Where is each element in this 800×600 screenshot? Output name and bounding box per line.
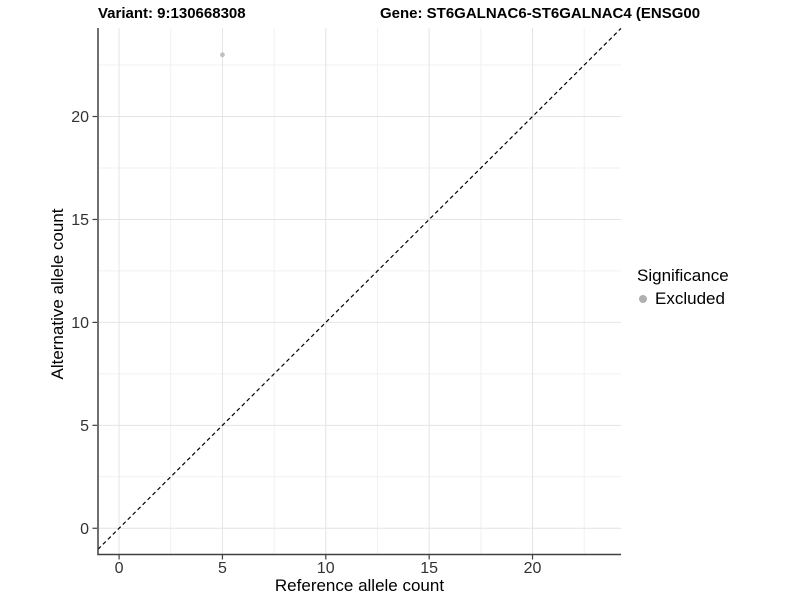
y-tick-label: 10: [71, 315, 89, 332]
x-tick-label: 15: [420, 560, 438, 577]
x-axis-title: Reference allele count: [274, 576, 445, 595]
legend-title: Significance: [637, 266, 729, 285]
x-tick-label: 0: [115, 560, 124, 577]
gene-title: Gene: ST6GALNAC6-ST6GALNAC4 (ENSG00: [380, 5, 701, 22]
variant-title: Variant: 9:130668308: [98, 5, 246, 22]
legend-point-icon: [639, 295, 647, 303]
legend-entry-label: Excluded: [655, 289, 725, 308]
data-point: [220, 52, 225, 58]
y-tick-label: 20: [71, 109, 89, 126]
identity-reference-line: [97, 27, 622, 550]
y-tick-label: 0: [80, 521, 89, 538]
legend-entry-excluded: Excluded: [637, 289, 729, 309]
x-tick-label: 10: [317, 560, 335, 577]
x-tick-label: 5: [218, 560, 227, 577]
x-tick-label: 20: [524, 560, 542, 577]
legend: Significance Excluded: [637, 266, 729, 309]
y-tick-label: 5: [80, 418, 89, 435]
y-axis-title: Alternative allele count: [48, 208, 67, 380]
y-tick-label: 15: [71, 212, 89, 229]
